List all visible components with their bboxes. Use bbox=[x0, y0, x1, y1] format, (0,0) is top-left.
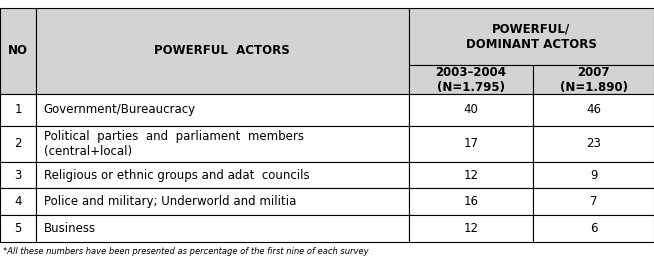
Text: 16: 16 bbox=[464, 195, 478, 208]
Bar bbox=[0, 8, 36, 94]
Text: 40: 40 bbox=[464, 103, 478, 116]
Text: 6: 6 bbox=[590, 222, 597, 235]
Bar bbox=[0, 215, 36, 242]
Bar bbox=[409, 215, 533, 242]
Bar bbox=[36, 126, 409, 162]
Bar bbox=[409, 94, 533, 126]
Bar bbox=[0, 126, 36, 162]
Text: 9: 9 bbox=[590, 168, 597, 181]
Bar bbox=[409, 188, 533, 215]
Text: *All these numbers have been presented as percentage of the first nine of each s: *All these numbers have been presented a… bbox=[3, 247, 369, 256]
Text: 23: 23 bbox=[586, 137, 601, 150]
Bar bbox=[0, 188, 36, 215]
Text: NO: NO bbox=[8, 44, 28, 57]
Text: Police and military; Underworld and militia: Police and military; Underworld and mili… bbox=[44, 195, 296, 208]
Text: 1: 1 bbox=[14, 103, 22, 116]
Bar bbox=[409, 65, 533, 94]
Text: 46: 46 bbox=[586, 103, 601, 116]
Bar bbox=[409, 126, 533, 162]
Text: 2003–2004
(N=1.795): 2003–2004 (N=1.795) bbox=[436, 66, 506, 94]
Bar bbox=[533, 162, 654, 188]
Text: 4: 4 bbox=[14, 195, 22, 208]
Bar bbox=[36, 188, 409, 215]
Text: 12: 12 bbox=[464, 222, 478, 235]
Bar bbox=[36, 8, 409, 94]
Bar bbox=[409, 8, 654, 65]
Bar bbox=[533, 94, 654, 126]
Text: 2: 2 bbox=[14, 137, 22, 150]
Text: 12: 12 bbox=[464, 168, 478, 181]
Bar bbox=[0, 94, 36, 126]
Bar bbox=[0, 162, 36, 188]
Bar bbox=[533, 215, 654, 242]
Bar bbox=[409, 162, 533, 188]
Bar bbox=[533, 188, 654, 215]
Bar bbox=[36, 94, 409, 126]
Bar bbox=[36, 162, 409, 188]
Bar bbox=[36, 215, 409, 242]
Text: Business: Business bbox=[44, 222, 96, 235]
Text: 3: 3 bbox=[14, 168, 22, 181]
Bar bbox=[533, 65, 654, 94]
Text: 5: 5 bbox=[14, 222, 22, 235]
Text: 17: 17 bbox=[464, 137, 478, 150]
Text: POWERFUL  ACTORS: POWERFUL ACTORS bbox=[154, 44, 290, 57]
Text: POWERFUL/
DOMINANT ACTORS: POWERFUL/ DOMINANT ACTORS bbox=[466, 23, 597, 50]
Text: Government/Bureaucracy: Government/Bureaucracy bbox=[44, 103, 196, 116]
Text: 2007
(N=1.890): 2007 (N=1.890) bbox=[560, 66, 627, 94]
Text: Political  parties  and  parliament  members
(central+local): Political parties and parliament members… bbox=[44, 130, 304, 158]
Bar bbox=[533, 126, 654, 162]
Text: 7: 7 bbox=[590, 195, 597, 208]
Text: Religious or ethnic groups and adat  councils: Religious or ethnic groups and adat coun… bbox=[44, 168, 309, 181]
